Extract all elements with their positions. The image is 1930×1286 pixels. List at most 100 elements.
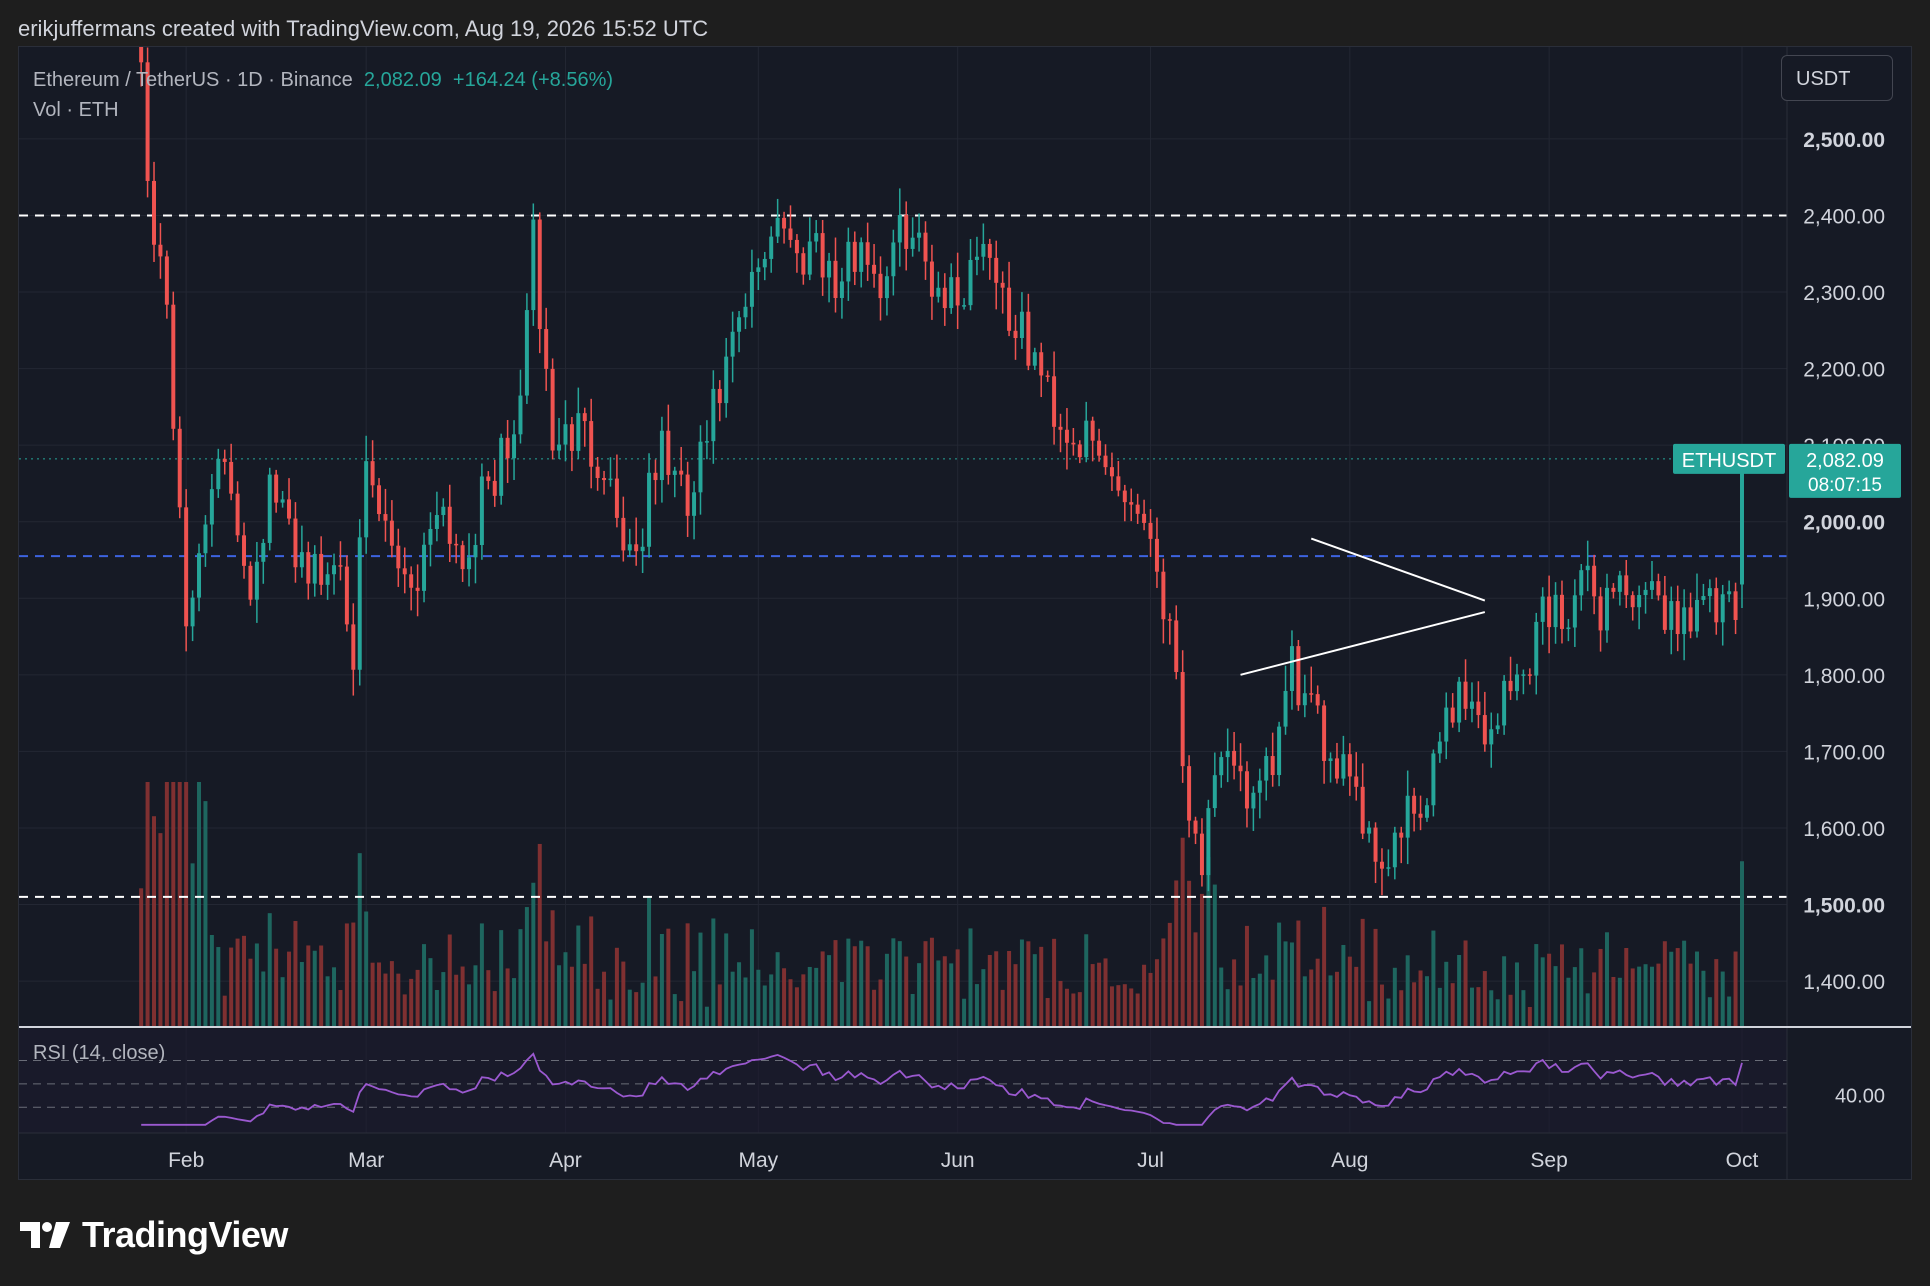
symbol-text[interactable]: Ethereum / TetherUS · 1D · Binance — [33, 69, 353, 91]
triangle-pattern[interactable] — [1240, 537, 1486, 676]
rsi-pane[interactable]: RSI (14, close) 40.00 — [19, 1029, 1885, 1133]
candle-body — [1431, 753, 1436, 806]
volume-bar — [1360, 918, 1365, 1027]
volume-bar — [1540, 957, 1545, 1027]
candle-body — [1527, 674, 1532, 676]
candle-body — [1514, 674, 1519, 692]
volume-bar — [274, 948, 279, 1027]
volume-bar — [1283, 941, 1288, 1027]
rsi-label[interactable]: RSI (14, close) — [33, 1042, 165, 1064]
candle-body — [1174, 620, 1179, 673]
candle-body — [1469, 701, 1474, 709]
volume-bar — [1238, 985, 1243, 1027]
volume-bar — [1180, 837, 1185, 1027]
candle-body — [1109, 467, 1114, 477]
volume-bar — [1309, 969, 1314, 1027]
volume-bar — [788, 979, 793, 1027]
candle-body — [1154, 538, 1159, 572]
candle-body — [1412, 795, 1417, 814]
volume-bar — [447, 934, 452, 1027]
volume-bar — [1187, 880, 1192, 1027]
candle-body — [1354, 776, 1359, 787]
volume-bar — [1740, 861, 1744, 1027]
candle-body — [917, 232, 922, 238]
volume-bar — [1624, 947, 1629, 1027]
candle-body — [1720, 594, 1725, 623]
candle-body — [1604, 587, 1609, 631]
volume-bar — [454, 974, 459, 1027]
candle-body — [897, 215, 902, 243]
volume-bar — [370, 962, 375, 1027]
candle-body — [1740, 458, 1744, 585]
volume-bar — [659, 933, 664, 1027]
countdown-timer: 08:07:15 — [1808, 475, 1882, 496]
volume-bar — [171, 782, 176, 1027]
candle-body — [1039, 352, 1044, 376]
candle-body — [737, 317, 742, 332]
candle-body — [1392, 832, 1397, 868]
volume-bar — [177, 782, 182, 1027]
candle-body — [987, 243, 992, 258]
candle-body — [1559, 594, 1564, 629]
candle-body — [1116, 476, 1121, 491]
tradingview-logo[interactable]: TradingView — [20, 1210, 288, 1260]
currency-selector-button[interactable]: USDT — [1781, 55, 1893, 101]
volume-bar — [1662, 941, 1667, 1027]
volume-bar — [505, 968, 510, 1027]
volume-bar — [299, 962, 304, 1027]
volume-bar — [1720, 971, 1725, 1027]
candle-body — [441, 506, 446, 516]
volume-legend[interactable]: Vol · ETH — [33, 99, 119, 121]
price-chart-svg[interactable]: RSI (14, close) 40.00 1,400.00 1,500.00 1,6… — [19, 47, 1912, 1180]
price-change-legend: +164.24 (+8.56%) — [452, 69, 614, 91]
volume-bar — [1193, 932, 1198, 1027]
volume-bar — [1727, 996, 1732, 1027]
chart-panel[interactable]: RSI (14, close) 40.00 1,400.00 1,500.00 1,6… — [18, 46, 1912, 1180]
triangle-trendline[interactable] — [1240, 611, 1486, 676]
candle-body — [248, 565, 253, 600]
candle-body — [717, 388, 722, 404]
candle-body — [762, 258, 767, 268]
candle-body — [524, 310, 529, 396]
volume-bar — [859, 940, 864, 1027]
candle-body — [1032, 352, 1037, 366]
volume-bar — [357, 853, 362, 1027]
candle-body — [923, 232, 928, 262]
volume-bar — [1084, 934, 1089, 1027]
volume-bar — [428, 958, 433, 1027]
volume-bar — [1399, 990, 1404, 1027]
volume-bar — [981, 969, 986, 1027]
candle-body — [1495, 725, 1500, 730]
candle-body — [1212, 775, 1217, 809]
candle-body — [621, 517, 626, 551]
volume-bar — [1103, 958, 1108, 1027]
volume-bar — [749, 929, 754, 1027]
candle-body — [1187, 766, 1192, 821]
candle-body — [1193, 820, 1198, 834]
candle-body — [1257, 780, 1262, 793]
volume-bar — [1527, 1006, 1532, 1027]
candle-body — [1463, 681, 1468, 709]
candle-body — [1148, 522, 1153, 539]
horizontal-levels[interactable] — [19, 214, 1787, 898]
volume-bar — [627, 989, 632, 1027]
volume-bar — [640, 982, 645, 1027]
candle-body — [1701, 596, 1706, 600]
candle-body — [1309, 693, 1314, 695]
candle-body — [653, 472, 658, 481]
volume-bar — [679, 1001, 684, 1027]
volume-bar — [473, 965, 478, 1027]
volume-bar — [1116, 985, 1121, 1027]
triangle-trendline[interactable] — [1310, 537, 1486, 602]
candle-body — [1386, 867, 1391, 869]
candle-body — [852, 241, 857, 272]
candle-body — [1334, 758, 1339, 779]
candle-body — [814, 233, 819, 242]
candle-body — [756, 267, 761, 272]
volume-bar — [987, 954, 992, 1027]
candle-body — [1367, 827, 1372, 834]
candles[interactable] — [139, 47, 1744, 896]
candle-body — [569, 424, 574, 451]
volume-bar — [261, 971, 266, 1027]
volume-bar — [1444, 961, 1449, 1027]
